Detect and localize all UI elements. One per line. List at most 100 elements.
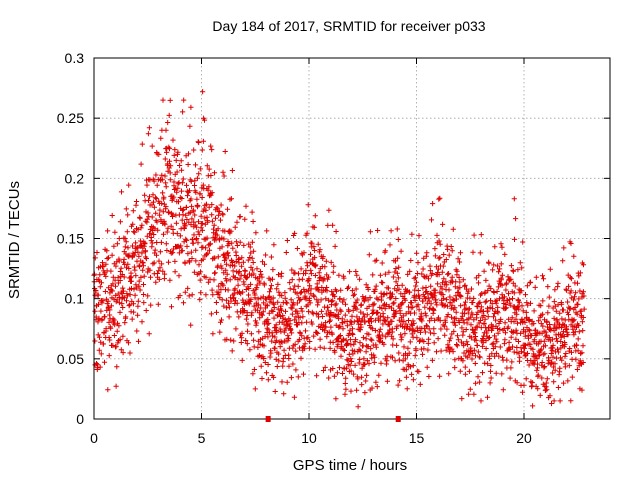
data-point bbox=[477, 354, 483, 360]
data-point bbox=[117, 337, 123, 343]
data-point bbox=[394, 342, 400, 348]
data-point bbox=[555, 349, 561, 355]
data-point bbox=[199, 194, 205, 201]
x-tick-label: 0 bbox=[90, 430, 98, 446]
data-point bbox=[190, 207, 196, 213]
data-point bbox=[204, 163, 210, 169]
data-point bbox=[304, 230, 310, 236]
data-point bbox=[402, 356, 408, 362]
data-point bbox=[383, 334, 389, 340]
data-point bbox=[538, 303, 544, 309]
data-point bbox=[232, 298, 239, 304]
data-point bbox=[553, 336, 560, 342]
data-point bbox=[257, 315, 263, 321]
data-point bbox=[184, 193, 191, 199]
data-point bbox=[110, 342, 116, 349]
data-point bbox=[524, 350, 531, 357]
data-point bbox=[468, 335, 474, 341]
data-point bbox=[407, 289, 413, 295]
data-point bbox=[185, 285, 191, 291]
data-point bbox=[125, 261, 131, 267]
data-point bbox=[275, 299, 281, 305]
data-point bbox=[431, 326, 437, 332]
data-point bbox=[483, 338, 489, 344]
data-point bbox=[157, 265, 163, 271]
data-point bbox=[350, 331, 356, 338]
data-point bbox=[437, 255, 443, 261]
data-point bbox=[219, 265, 225, 271]
data-point bbox=[148, 302, 154, 308]
data-point bbox=[317, 344, 323, 350]
data-point bbox=[480, 340, 486, 346]
data-point bbox=[546, 303, 552, 309]
data-point bbox=[180, 206, 186, 212]
data-point bbox=[370, 302, 376, 308]
data-point bbox=[153, 252, 160, 258]
data-point bbox=[408, 257, 414, 264]
data-point bbox=[551, 299, 557, 305]
data-point bbox=[571, 332, 577, 338]
data-point bbox=[106, 319, 112, 325]
data-point bbox=[562, 353, 568, 359]
data-point bbox=[580, 328, 586, 334]
data-point bbox=[557, 355, 564, 361]
data-point bbox=[389, 318, 395, 324]
data-point bbox=[490, 340, 496, 346]
data-point bbox=[186, 188, 193, 194]
data-point bbox=[549, 359, 555, 365]
data-point bbox=[128, 274, 134, 280]
data-point bbox=[189, 203, 195, 209]
data-point bbox=[421, 325, 427, 331]
data-point bbox=[340, 346, 346, 352]
data-point bbox=[454, 333, 461, 339]
data-point bbox=[258, 271, 264, 277]
data-point bbox=[349, 326, 356, 332]
data-point bbox=[495, 310, 501, 316]
data-point bbox=[394, 226, 400, 232]
data-point bbox=[427, 330, 434, 336]
data-point bbox=[419, 351, 426, 357]
data-point bbox=[259, 375, 265, 382]
data-point bbox=[147, 274, 154, 280]
data-point bbox=[206, 247, 213, 253]
data-point bbox=[534, 356, 540, 362]
data-point bbox=[245, 292, 252, 298]
data-point bbox=[367, 229, 373, 235]
data-point bbox=[445, 271, 451, 277]
data-point bbox=[412, 353, 418, 359]
data-point bbox=[345, 284, 352, 290]
data-point bbox=[422, 329, 428, 335]
data-point bbox=[154, 239, 160, 246]
data-point bbox=[201, 115, 207, 121]
data-point bbox=[223, 256, 229, 262]
data-point bbox=[113, 344, 119, 350]
data-point bbox=[198, 290, 204, 296]
data-point bbox=[120, 350, 126, 356]
data-point bbox=[234, 219, 240, 225]
y-tick-label: 0 bbox=[76, 411, 84, 427]
data-point bbox=[322, 264, 328, 270]
data-point bbox=[405, 317, 412, 324]
data-point bbox=[266, 310, 272, 316]
data-point bbox=[390, 301, 396, 307]
data-point bbox=[167, 177, 173, 183]
data-point bbox=[332, 302, 338, 308]
data-point bbox=[109, 288, 115, 294]
data-point bbox=[207, 276, 213, 282]
data-point bbox=[197, 191, 203, 197]
data-point bbox=[234, 300, 240, 306]
data-point bbox=[154, 219, 160, 225]
data-point bbox=[165, 259, 172, 265]
data-point bbox=[536, 318, 542, 324]
data-point bbox=[523, 309, 529, 315]
data-point bbox=[377, 339, 383, 345]
data-point bbox=[427, 263, 433, 269]
data-point bbox=[236, 268, 242, 275]
data-point bbox=[120, 333, 126, 339]
data-point bbox=[373, 344, 379, 350]
data-point bbox=[527, 300, 534, 306]
data-point bbox=[380, 280, 386, 286]
data-point bbox=[278, 307, 285, 313]
data-point bbox=[180, 109, 186, 115]
data-point bbox=[401, 318, 407, 324]
